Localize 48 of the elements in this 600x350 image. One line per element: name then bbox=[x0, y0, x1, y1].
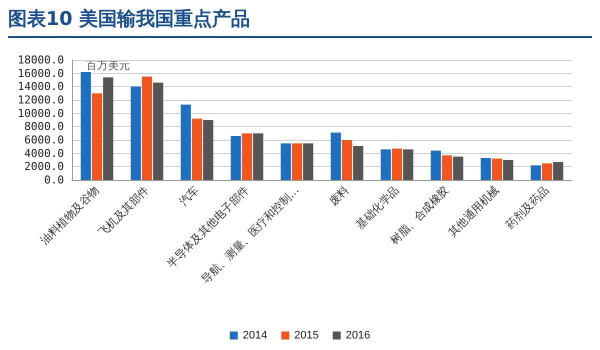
bar bbox=[230, 136, 241, 180]
bar bbox=[492, 158, 502, 180]
bar bbox=[303, 143, 314, 180]
bar bbox=[242, 133, 252, 180]
bar bbox=[153, 82, 164, 180]
x-tick-label: 药剂及药品 bbox=[504, 183, 552, 232]
legend-label: 2016 bbox=[346, 330, 370, 342]
x-tick-label: 废料 bbox=[326, 183, 352, 208]
bar bbox=[292, 143, 302, 180]
bar bbox=[253, 133, 264, 180]
bar bbox=[92, 93, 102, 180]
bar bbox=[392, 148, 402, 180]
bar bbox=[553, 162, 564, 180]
bar bbox=[103, 77, 114, 180]
bar bbox=[403, 149, 414, 180]
legend-label: 2015 bbox=[294, 330, 319, 342]
y-tick-label: 6000.0 bbox=[24, 134, 64, 146]
x-tick-label: 其他通用机械 bbox=[446, 183, 502, 240]
bar bbox=[503, 160, 514, 180]
y-tick-label: 18000.0 bbox=[18, 54, 64, 66]
bar bbox=[542, 163, 552, 180]
bar bbox=[130, 86, 141, 180]
x-tick-label: 汽车 bbox=[176, 183, 202, 208]
bar bbox=[380, 149, 391, 180]
bar bbox=[330, 132, 341, 180]
y-tick-label: 12000.0 bbox=[18, 94, 64, 106]
bar bbox=[192, 118, 202, 180]
bar bbox=[342, 140, 352, 180]
bar bbox=[80, 72, 91, 180]
y-tick-label: 8000.0 bbox=[24, 120, 64, 134]
legend-label: 2014 bbox=[242, 330, 268, 342]
y-tick-label: 10000.0 bbox=[18, 106, 64, 120]
y-tick-label: 0.0 bbox=[44, 174, 64, 186]
bar bbox=[203, 120, 214, 180]
bar bbox=[480, 158, 491, 180]
y-tick-label: 4000.0 bbox=[24, 146, 64, 160]
bar bbox=[353, 146, 364, 180]
bar bbox=[453, 156, 464, 180]
y-tick-label: 16000.0 bbox=[18, 66, 64, 80]
bar bbox=[180, 104, 191, 180]
y-tick-label: 14000.0 bbox=[18, 80, 64, 94]
bar bbox=[142, 76, 152, 180]
y-tick-label: 2000.0 bbox=[24, 160, 64, 174]
bar bbox=[430, 150, 441, 180]
bar bbox=[530, 165, 541, 180]
bar bbox=[280, 143, 291, 180]
chart-title: 图表10 美国输我国重点产品 bbox=[8, 6, 592, 38]
bar bbox=[442, 155, 452, 180]
